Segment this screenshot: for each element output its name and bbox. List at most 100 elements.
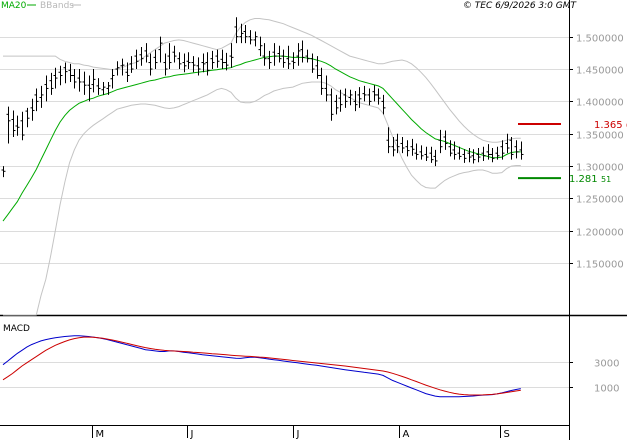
price-level-label: 1.281	[569, 174, 598, 185]
ohlc-bar	[30, 98, 35, 121]
ohlc-bar	[167, 43, 172, 70]
ohlc-bar	[400, 136, 405, 154]
bollinger-bands	[3, 18, 521, 316]
ohlc-bar	[343, 88, 348, 108]
ohlc-bar	[172, 45, 177, 63]
ohlc-bar	[414, 143, 419, 160]
macd-line	[2, 335, 521, 398]
ohlc-bar	[248, 30, 253, 45]
month-label: M	[96, 429, 105, 440]
ohlc-bar	[96, 78, 101, 95]
ohlc-bar	[224, 52, 229, 71]
ohlc-bar	[433, 149, 438, 167]
ohlc-bar	[15, 115, 20, 136]
ohlc-bar	[490, 147, 495, 163]
ohlc-bar	[39, 85, 44, 108]
ohlc-bar	[229, 43, 234, 68]
ohlc-bar	[519, 141, 524, 160]
ohlc-bar	[115, 61, 120, 76]
ohlc-bar	[505, 133, 510, 154]
ohlc-bar	[106, 81, 111, 95]
ohlc-bar	[291, 52, 296, 70]
ohlc-bar	[53, 67, 58, 89]
ohlc-bar	[191, 56, 196, 73]
ohlc-bar	[258, 36, 263, 57]
price-tick-label: 1.400000	[576, 98, 624, 109]
price-tick-label: 1.500000	[576, 34, 624, 45]
ohlc-bar	[125, 62, 130, 82]
ohlc-bar	[139, 47, 144, 66]
price-tick-label: 1.350000	[576, 131, 624, 142]
ohlc-bar	[68, 63, 73, 82]
ohlc-bar	[20, 111, 25, 141]
ohlc-bar	[462, 149, 467, 163]
ohlc-bar	[419, 145, 424, 160]
ohlc-bar	[438, 129, 443, 154]
ohlc-bar	[376, 88, 381, 105]
ohlc-bar	[476, 147, 481, 163]
ohlc-bar	[509, 136, 514, 160]
ohlc-bar	[44, 75, 49, 102]
ohlc-bar	[120, 58, 125, 76]
ohlc-bar	[310, 53, 315, 73]
ohlc-bar	[34, 88, 39, 112]
ohlc-bar	[72, 69, 77, 89]
ohlc-bar	[353, 91, 358, 112]
ohlc-bar	[153, 49, 158, 70]
ohlc-bar	[481, 146, 486, 161]
ohlc-bar	[300, 40, 305, 63]
price-tick-label: 1.300000	[576, 163, 624, 174]
ohlc-bar	[315, 56, 320, 79]
ohlc-bar	[500, 140, 505, 160]
ohlc-bar	[110, 69, 115, 89]
ohlc-bar	[87, 75, 92, 102]
ohlc-bar	[443, 130, 448, 150]
ohlc-bar	[177, 52, 182, 70]
ohlc-bar	[319, 67, 324, 95]
ohlc-bar	[186, 52, 191, 70]
ohlc-bar	[63, 62, 68, 84]
ohlc-bar	[91, 69, 96, 93]
bb-lower-band	[3, 81, 521, 316]
ohlc-bar	[272, 43, 277, 66]
price-tick-label: 1.150000	[576, 260, 624, 271]
ohlc-bar	[357, 87, 362, 108]
ohlc-bar	[201, 53, 206, 73]
ohlc-bar	[495, 146, 500, 160]
ohlc-bar	[1, 166, 6, 178]
month-label: A	[403, 429, 410, 440]
ohlc-bar	[58, 65, 63, 86]
ohlc-bar	[134, 49, 139, 70]
price-level-label: 1.365	[594, 120, 623, 131]
ohlc-bar	[324, 75, 329, 102]
ohlc-bar	[11, 110, 16, 137]
legend-bbands-label: BBands	[40, 1, 74, 11]
macd-gridlines	[0, 362, 569, 388]
ohlc-bar	[243, 25, 248, 44]
ohlc-bar	[334, 94, 339, 115]
ohlc-bar	[163, 53, 168, 76]
ohlc-bar	[381, 94, 386, 115]
ohlc-bar	[215, 49, 220, 68]
ohlc-bar	[386, 127, 391, 154]
ohlc-bar	[348, 89, 353, 106]
legend-ma20-label: MA20	[1, 1, 27, 11]
ohlc-bar	[158, 36, 163, 63]
price-gridlines	[0, 37, 569, 264]
macd-tick-label: 3000	[594, 359, 619, 370]
ohlc-bar	[391, 136, 396, 157]
macd-signal-line	[2, 336, 521, 396]
ohlc-bar	[329, 88, 334, 121]
ohlc-bar	[286, 45, 291, 70]
ohlc-bar	[372, 85, 377, 102]
ohlc-bar	[196, 57, 201, 76]
ohlc-bar	[210, 50, 215, 70]
ohlc-bar	[410, 138, 415, 156]
ohlc-bar	[305, 49, 310, 63]
month-label: J	[296, 429, 300, 440]
macd-tick-label: 1000	[594, 384, 619, 395]
